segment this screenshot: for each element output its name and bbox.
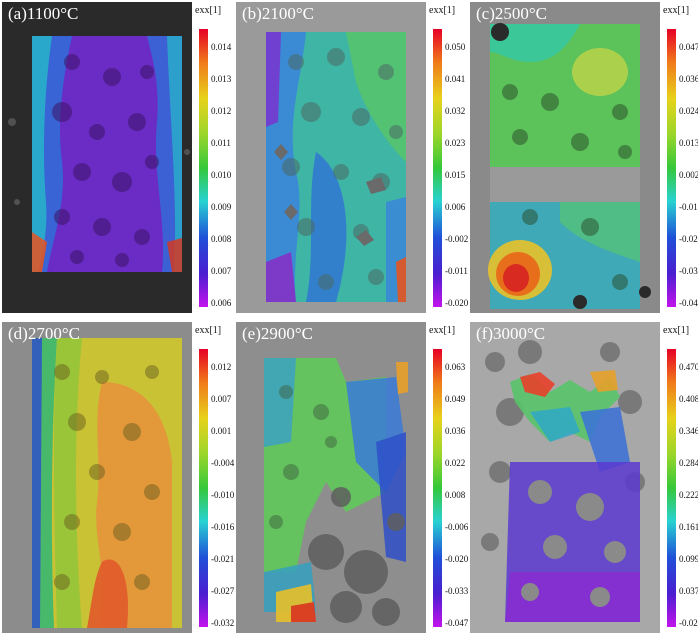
strain-map-image-c: (c)2500°C [470,2,660,313]
colorbar-tick: 0.063 [445,362,466,372]
colorbar-tick: 0.024 [679,106,698,116]
colorbar-tick: 0.002 [679,170,698,180]
colorbar-tick: -0.021 [211,554,235,564]
colorbar-tick: 0.099 [679,554,698,564]
panel-label-b: (b)2100°C [242,4,314,23]
colorbar-c: exx[1] 0.047 0.036 0.024 0.013 0.002 -0.… [663,2,698,313]
strain-overlay-e [236,322,426,633]
colorbar-tick: 0.015 [445,170,466,180]
colorbar-tick: 0.470 [679,362,698,372]
colorbar-gradient-c [667,29,676,307]
colorbar-tick: 0.284 [679,458,698,468]
panel-b: (b)2100°C exx[1] 0.050 0.041 0.032 0.023… [236,2,468,313]
colorbar-tick: -0.044 [679,298,698,308]
colorbar-b: exx[1] 0.050 0.041 0.032 0.023 0.015 0.0… [429,2,468,313]
panel-label-a: (a)1100°C [8,4,79,23]
colorbar-tick: 0.007 [211,394,232,404]
colorbar-title-f: exx[1] [663,325,690,336]
colorbar-tick: 0.222 [679,490,698,500]
colorbar-title-c: exx[1] [663,5,690,16]
colorbar-tick: -0.047 [445,618,469,628]
colorbar-tick: 0.006 [445,202,466,212]
colorbar-title-b: exx[1] [429,5,456,16]
colorbar-tick: -0.021 [679,234,698,244]
colorbar-tick: -0.033 [679,266,698,276]
colorbar-tick: 0.014 [211,42,232,52]
panel-label-c: (c)2500°C [476,4,548,23]
colorbar-title-d: exx[1] [195,325,222,336]
strain-map-image-f: (f)3000°C [470,322,660,633]
colorbar-tick: 0.047 [679,42,698,52]
colorbar-tick: -0.010 [211,490,235,500]
colorbar-tick: -0.020 [445,298,469,308]
colorbar-gradient-f [667,349,676,627]
strain-overlay-c [470,2,660,313]
colorbar-f: exx[1] 0.470 0.408 0.346 0.284 0.222 0.1… [663,322,698,633]
panel-e: (e)2900°C exx[1] 0.063 0.049 0.036 0.022… [236,322,468,633]
panel-label-e: (e)2900°C [242,324,314,343]
colorbar-tick: 0.006 [211,298,232,308]
colorbar-tick: 0.011 [211,138,231,148]
colorbar-tick: 0.022 [445,458,466,468]
colorbar-gradient-d [199,349,208,627]
colorbar-tick: -0.032 [211,618,235,628]
colorbar-tick: -0.020 [445,554,469,564]
panel-a: (a)1100°C exx[1] 0.014 0.013 0.012 0.011… [2,2,231,313]
colorbar-tick: -0.006 [445,522,469,532]
panel-label-f: (f)3000°C [476,324,546,343]
colorbar-tick: -0.016 [211,522,235,532]
colorbar-tick: 0.161 [679,522,698,532]
colorbar-tick: 0.009 [211,202,232,212]
strain-map-image-e: (e)2900°C [236,322,426,633]
colorbar-title-a: exx[1] [195,5,222,16]
colorbar-tick: 0.032 [445,106,466,116]
strain-map-image-d: (d)2700°C [2,322,192,633]
colorbar-gradient-a [199,29,208,307]
strain-map-image-b: (b)2100°C [236,2,426,313]
panel-f: (f)3000°C exx[1] 0.470 0.408 0.346 0.284… [470,322,698,633]
colorbar-tick: 0.012 [211,106,232,116]
strain-overlay-b [236,2,426,313]
colorbar-tick: 0.007 [211,266,232,276]
strain-map-image-a: (a)1100°C [2,2,192,313]
colorbar-tick: 0.008 [445,490,466,500]
colorbar-tick: -0.010 [679,202,698,212]
colorbar-tick: 0.037 [679,586,698,596]
colorbar-tick: -0.033 [445,586,469,596]
colorbar-tick: -0.025 [679,618,698,628]
colorbar-tick: 0.036 [445,426,466,436]
colorbar-tick: -0.004 [211,458,235,468]
panel-c: (c)2500°C exx[1] 0.047 0.036 0.024 0.013… [470,2,698,313]
panel-label-d: (d)2700°C [8,324,80,343]
colorbar-tick: 0.023 [445,138,466,148]
colorbar-tick: 0.050 [445,42,466,52]
colorbar-tick: 0.036 [679,74,698,84]
panel-d: (d)2700°C exx[1] 0.012 0.007 0.001 -0.00… [2,322,234,633]
colorbar-tick: -0.011 [445,266,468,276]
colorbar-tick: 0.346 [679,426,698,436]
colorbar-tick: -0.027 [211,586,235,596]
colorbar-tick: 0.008 [211,234,232,244]
strain-overlay-d [2,322,192,633]
colorbar-tick: -0.002 [445,234,469,244]
colorbar-tick: 0.041 [445,74,466,84]
colorbar-tick: 0.010 [211,170,232,180]
colorbar-tick: 0.013 [211,74,232,84]
colorbar-e: exx[1] 0.063 0.049 0.036 0.022 0.008 -0.… [429,322,468,633]
colorbar-tick: 0.001 [211,426,232,436]
colorbar-title-e: exx[1] [429,325,456,336]
colorbar-tick: 0.012 [211,362,232,372]
colorbar-gradient-b [433,29,442,307]
colorbar-gradient-e [433,349,442,627]
strain-overlay-a [2,2,192,313]
strain-overlay-f [470,322,660,633]
colorbar-tick: 0.408 [679,394,698,404]
colorbar-tick: 0.013 [679,138,698,148]
colorbar-tick: 0.049 [445,394,466,404]
colorbar-a: exx[1] 0.014 0.013 0.012 0.011 0.010 0.0… [195,2,231,313]
colorbar-d: exx[1] 0.012 0.007 0.001 -0.004 -0.010 -… [195,322,234,633]
